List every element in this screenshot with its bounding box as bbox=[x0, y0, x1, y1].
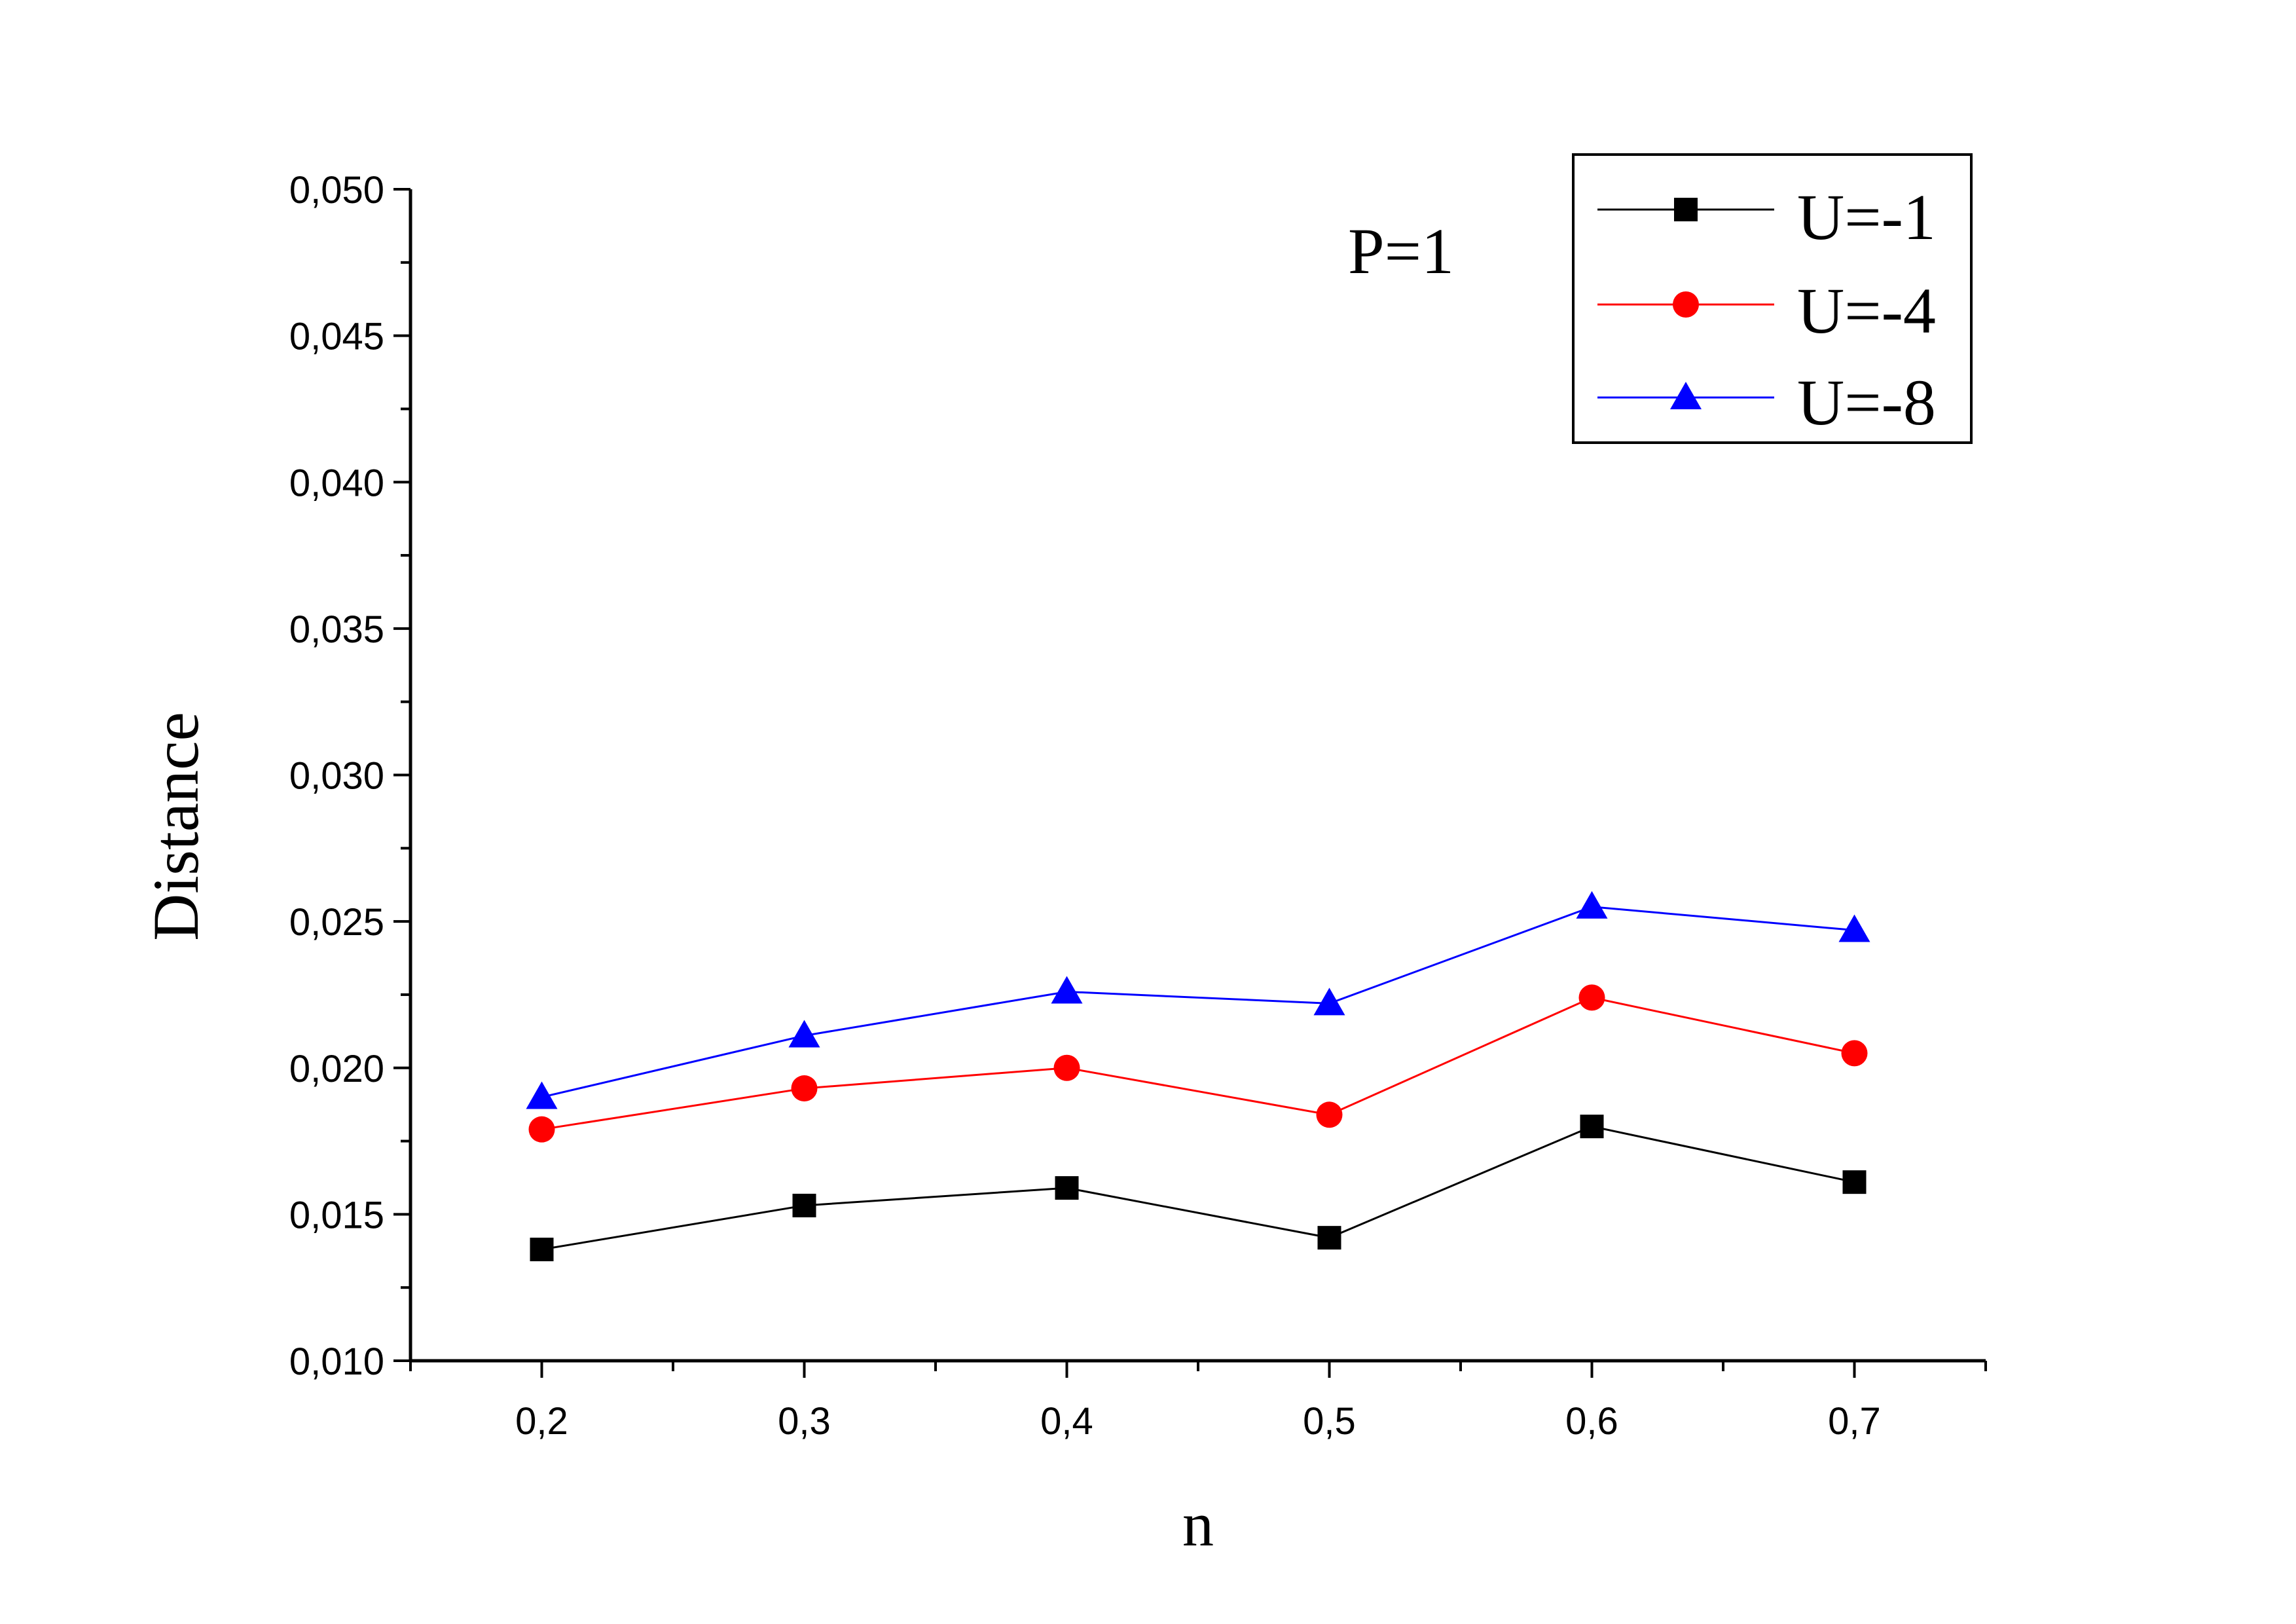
legend: U=-1 U=-4 U=-8 bbox=[1572, 153, 1973, 444]
data-point-u8 bbox=[1051, 976, 1083, 1004]
x-tick-label: 0,5 bbox=[1303, 1400, 1356, 1443]
y-tick-label: 0,035 bbox=[289, 608, 384, 651]
y-tick-label: 0,045 bbox=[289, 316, 384, 358]
data-point-u8 bbox=[788, 1020, 820, 1048]
series-u1 bbox=[530, 1115, 1867, 1262]
data-point-u4 bbox=[1316, 1101, 1343, 1128]
x-axis-ticks: 0,2 0,3 0,4 0,5 0,6 0,7 bbox=[409, 1361, 1987, 1443]
y-tick-label: 0,010 bbox=[289, 1340, 384, 1383]
data-point-u4 bbox=[528, 1116, 555, 1143]
data-point-u4 bbox=[1578, 984, 1605, 1011]
y-tick-label: 0,030 bbox=[289, 755, 384, 798]
data-point-u8 bbox=[526, 1081, 558, 1109]
annotation-label: P=1 bbox=[1348, 215, 1454, 287]
legend-label-u4: U=-4 bbox=[1797, 274, 1936, 347]
y-axis-label: Distance bbox=[139, 712, 212, 941]
series-u4 bbox=[528, 984, 1868, 1143]
legend-marker-u4 bbox=[1673, 291, 1699, 318]
data-point-u4 bbox=[1053, 1054, 1080, 1081]
data-point-u1 bbox=[530, 1238, 554, 1262]
x-tick-label: 0,2 bbox=[515, 1400, 568, 1443]
legend-marker-u1 bbox=[1674, 198, 1698, 221]
x-tick-label: 0,4 bbox=[1040, 1400, 1093, 1443]
x-tick-label: 0,6 bbox=[1565, 1400, 1618, 1443]
y-tick-label: 0,040 bbox=[289, 462, 384, 504]
data-point-u4 bbox=[1841, 1040, 1868, 1067]
series-line-u4 bbox=[541, 996, 1855, 1131]
data-point-u8 bbox=[1576, 891, 1608, 919]
data-point-u4 bbox=[791, 1075, 818, 1102]
x-tick-label: 0,7 bbox=[1828, 1400, 1881, 1443]
legend-label-u8: U=-8 bbox=[1797, 366, 1936, 439]
x-axis-label: n bbox=[1182, 1489, 1214, 1559]
series-u8 bbox=[526, 891, 1870, 1109]
data-point-u1 bbox=[1580, 1115, 1604, 1139]
legend-marker-u8 bbox=[1670, 382, 1702, 409]
series-line-u8 bbox=[541, 906, 1855, 1098]
x-tick-label: 0,3 bbox=[778, 1400, 831, 1443]
series-line-u1 bbox=[541, 1125, 1855, 1251]
y-tick-label: 0,050 bbox=[289, 169, 384, 212]
y-tick-label: 0,020 bbox=[289, 1048, 384, 1090]
series-layer bbox=[526, 891, 1870, 1262]
y-tick-label: 0,025 bbox=[289, 901, 384, 944]
data-point-u1 bbox=[1317, 1226, 1341, 1250]
y-axis-ticks: 0,010 0,015 0,020 0,025 0,030 0,035 0,040 0,045… bbox=[289, 169, 410, 1383]
legend-box bbox=[1572, 153, 1973, 444]
data-point-u1 bbox=[1055, 1176, 1079, 1200]
data-point-u1 bbox=[1842, 1170, 1867, 1194]
legend-label-u1: U=-1 bbox=[1797, 181, 1936, 253]
data-point-u8 bbox=[1313, 987, 1345, 1016]
y-tick-label: 0,015 bbox=[289, 1194, 384, 1236]
data-point-u1 bbox=[792, 1193, 816, 1217]
data-point-u8 bbox=[1838, 914, 1870, 942]
